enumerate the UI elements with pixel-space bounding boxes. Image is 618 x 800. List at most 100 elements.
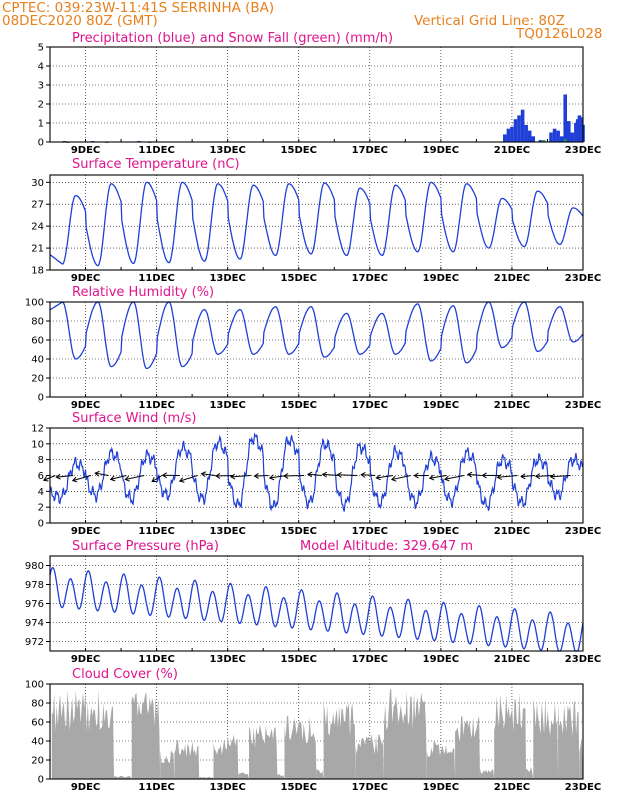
y-tick-label: 30: [31, 178, 44, 189]
x-tick-label: 13DEC: [209, 782, 245, 793]
y-tick-label: 21: [31, 244, 44, 255]
wind-arrow-shaft: [322, 473, 340, 476]
x-tick-label: 19DEC: [423, 145, 459, 156]
wind-direction-arrow: [71, 475, 91, 483]
wind-direction-arrow: [534, 473, 553, 480]
wind-arrow-shaft: [179, 475, 198, 482]
x-tick-label: 23DEC: [565, 526, 601, 537]
wind-arrow-head: [336, 471, 342, 478]
panel-frame: [49, 301, 584, 398]
y-tick-label: 1: [38, 119, 44, 130]
x-tick-label: 9DEC: [71, 145, 100, 156]
panel-frame: [49, 555, 584, 652]
temperature-title: Surface Temperature (nC): [72, 157, 240, 172]
wind-arrow-shaft: [550, 475, 571, 478]
x-tick-label: 23DEC: [565, 145, 601, 156]
cloud-cover-area: [579, 737, 583, 779]
wind-arrow-shaft: [216, 475, 234, 477]
y-tick-label: 4: [38, 62, 44, 73]
wind-arrow-shaft: [72, 475, 91, 482]
y-tick-label: 6: [38, 471, 44, 482]
precip-bar: [506, 128, 511, 142]
wind-arrow-shaft: [125, 475, 145, 480]
wind-arrow-head: [466, 471, 473, 478]
x-tick-label: 23DEC: [565, 654, 601, 665]
wind-arrow-head: [253, 473, 259, 479]
x-tick-label: 13DEC: [209, 400, 245, 411]
wind-arrow-head: [161, 472, 168, 479]
precip-bar: [566, 121, 571, 142]
wind-arrow-shaft: [521, 475, 536, 478]
precip-bar: [563, 94, 568, 142]
y-tick-label: 60: [31, 718, 44, 729]
x-tick-label: 9DEC: [71, 654, 100, 665]
wind-arrow-head: [321, 471, 328, 478]
wind-arrow-head: [55, 473, 61, 480]
wind-arrow-shaft: [151, 475, 163, 482]
cloud-cover-area: [51, 689, 114, 779]
x-tick-label: 11DEC: [138, 400, 174, 411]
y-tick-label: 12: [31, 424, 44, 435]
precip-bar: [527, 130, 532, 142]
wind-direction-arrow: [151, 475, 163, 483]
y-tick-label: 27: [31, 200, 44, 211]
wind-direction-arrow: [178, 475, 198, 483]
wind-arrow-shaft: [337, 474, 358, 476]
cloud-cover-area: [213, 734, 239, 779]
wind-direction-arrow: [428, 474, 447, 481]
x-tick-label: 17DEC: [352, 782, 388, 793]
precip-bar: [520, 109, 525, 142]
panel-frame: [49, 174, 584, 271]
cloud-cover-area: [384, 689, 427, 779]
x-tick-label: 17DEC: [352, 145, 388, 156]
cloud-cover-area: [426, 740, 456, 779]
wind-direction-arrow: [444, 475, 465, 482]
wind-arrow-shaft: [497, 475, 518, 478]
precip-bar: [510, 126, 514, 142]
x-tick-label: 17DEC: [352, 273, 388, 284]
wind-direction-arrow: [360, 471, 376, 478]
wind-arrow-head: [360, 471, 366, 478]
wind-speed-line: [49, 432, 584, 512]
wind-direction-arrow: [321, 471, 340, 478]
y-tick-label: 24: [31, 222, 44, 233]
y-tick-label: 974: [25, 618, 44, 629]
x-tick-label: 19DEC: [423, 273, 459, 284]
wind-arrow-head: [268, 474, 275, 481]
x-tick-label: 23DEC: [565, 782, 601, 793]
wind-arrow-shaft: [95, 472, 109, 476]
model-altitude: Model Altitude: 329.647 m: [300, 539, 473, 554]
cloud-cover-area: [131, 691, 161, 779]
wind-direction-arrow: [496, 474, 518, 480]
x-tick-label: 21DEC: [494, 145, 530, 156]
x-tick-label: 13DEC: [209, 526, 245, 537]
x-tick-label: 21DEC: [494, 273, 530, 284]
cloud-cover-area: [533, 698, 559, 779]
header-station: CPTEC: 039:23W-11:41S SERRINHA (BA): [2, 0, 274, 16]
y-tick-label: 972: [25, 637, 44, 648]
wind-arrow-shaft: [230, 475, 251, 478]
wind-arrow-head: [178, 477, 185, 483]
header-code: TQ0126L028: [515, 26, 603, 42]
cloud-cover-area: [174, 739, 200, 779]
x-tick-label: 15DEC: [281, 654, 317, 665]
cloud-cover-area: [284, 715, 317, 779]
wind-arrow-head: [124, 475, 130, 482]
precip-bar: [559, 136, 564, 142]
x-tick-label: 23DEC: [565, 400, 601, 411]
cloud-title: Cloud Cover (%): [72, 667, 178, 682]
wind-arrow-head: [283, 472, 289, 479]
precip-bar: [513, 119, 518, 142]
wind-direction-arrow: [375, 474, 393, 481]
panel-frame: [49, 683, 584, 780]
cloud-cover-area: [249, 724, 278, 779]
precip-bar: [552, 128, 557, 142]
wind-direction-arrow: [549, 473, 571, 480]
y-tick-label: 0: [38, 393, 44, 404]
x-tick-label: 17DEC: [352, 400, 388, 411]
x-tick-label: 11DEC: [138, 526, 174, 537]
x-tick-label: 9DEC: [71, 400, 100, 411]
x-tick-label: 15DEC: [281, 400, 317, 411]
x-tick-label: 9DEC: [71, 782, 100, 793]
x-tick-label: 9DEC: [71, 273, 100, 284]
